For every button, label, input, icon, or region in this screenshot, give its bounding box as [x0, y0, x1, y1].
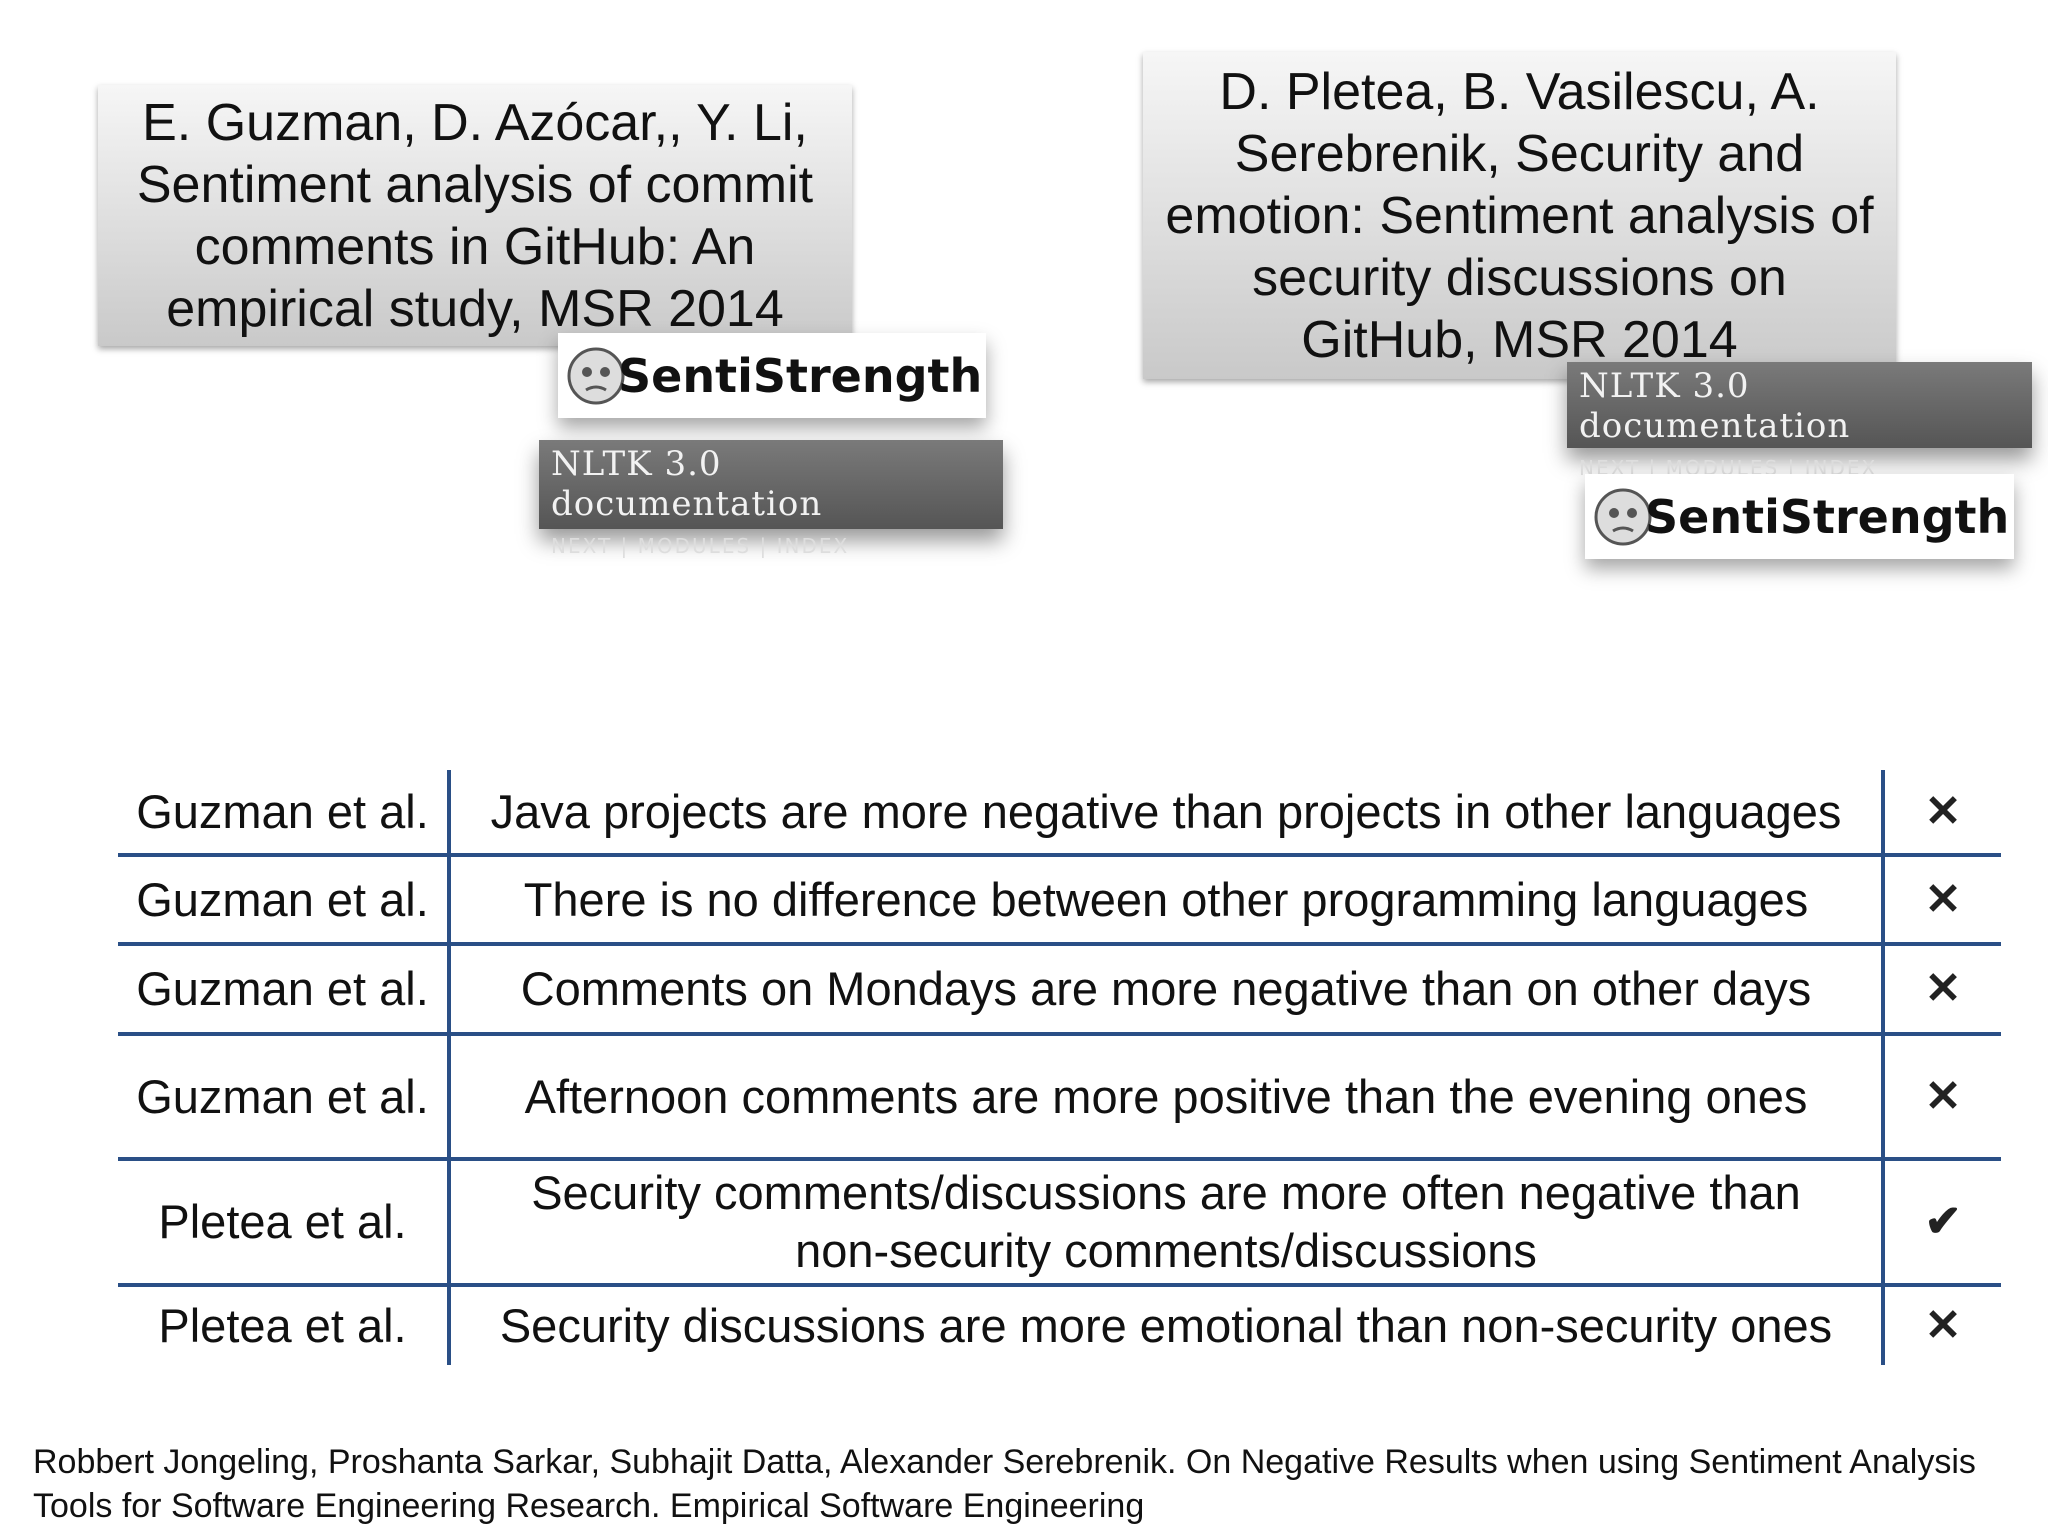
result: ✕ — [1924, 786, 1962, 836]
paper-box: E. Guzman, D. Azócar,, Y. Li, Sentiment … — [98, 85, 852, 346]
finding: Security comments/discussions are more o… — [451, 1161, 1885, 1283]
nltk-logo: NLTK 3.0 documentation NEXT | MODULES | … — [539, 440, 1003, 558]
result: ✕ — [1924, 1071, 1962, 1121]
sentistrength-logo: SentiStrength — [558, 333, 986, 418]
link: NEXT — [551, 534, 613, 558]
finding: Comments on Mondays are more negative th… — [451, 946, 1885, 1032]
result: ✔ — [1924, 1197, 1962, 1246]
result: ✕ — [1924, 1301, 1962, 1350]
table-row: Guzman et al. There is no difference betw… — [118, 853, 2001, 942]
nltk-title: NLTK 3.0 documentation — [1579, 366, 1851, 446]
result: ✕ — [1924, 874, 1962, 924]
link: INDEX — [776, 534, 850, 558]
table-row: Pletea et al. Security discussions are mo… — [118, 1283, 2001, 1365]
sep: | — [620, 534, 630, 558]
finding: Java projects are more negative than pro… — [451, 770, 1885, 853]
citation: Robbert Jongeling, Proshanta Sarkar, Sub… — [33, 1443, 1976, 1525]
author: Guzman et al. — [118, 857, 451, 942]
paper-box: D. Pletea, B. Vasilescu, A. Serebrenik, … — [1143, 52, 1896, 379]
finding: Afternoon comments are more positive tha… — [451, 1036, 1885, 1157]
logo-icon — [567, 347, 625, 404]
nltk-logo: NLTK 3.0 documentation NEXT | MODULES | … — [1567, 362, 2032, 480]
author: Guzman et al. — [118, 770, 451, 853]
logo-icon — [1594, 488, 1652, 545]
sep: | — [759, 534, 769, 558]
finding: Security discussions are more emotional … — [451, 1287, 1885, 1365]
sentistrength-logo: SentiStrength — [1585, 474, 2014, 559]
nltk-title: NLTK 3.0 documentation — [551, 444, 823, 524]
author: Guzman et al. — [118, 1036, 451, 1157]
sep: | — [1648, 456, 1658, 480]
table-row: Guzman et al. Java projects are more nega… — [118, 770, 2001, 853]
table-row: Guzman et al. Comments on Mondays are mor… — [118, 942, 2001, 1032]
result: ✕ — [1924, 964, 1962, 1013]
table-row: Pletea et al. Security comments/discussio… — [118, 1157, 2001, 1283]
author: Pletea et al. — [118, 1287, 451, 1365]
nltk-links: NEXT | MODULES | INDEX — [551, 534, 991, 558]
finding: There is no difference between other pro… — [451, 857, 1885, 942]
logo-text: SentiStrength — [1645, 489, 2010, 544]
author: Pletea et al. — [118, 1161, 451, 1283]
logo-text: SentiStrength — [618, 348, 983, 403]
link: MODULES — [637, 534, 752, 558]
table-row: Guzman et al. Afternoon comments are more… — [118, 1032, 2001, 1157]
sep: | — [1787, 456, 1797, 480]
author: Guzman et al. — [118, 946, 451, 1032]
